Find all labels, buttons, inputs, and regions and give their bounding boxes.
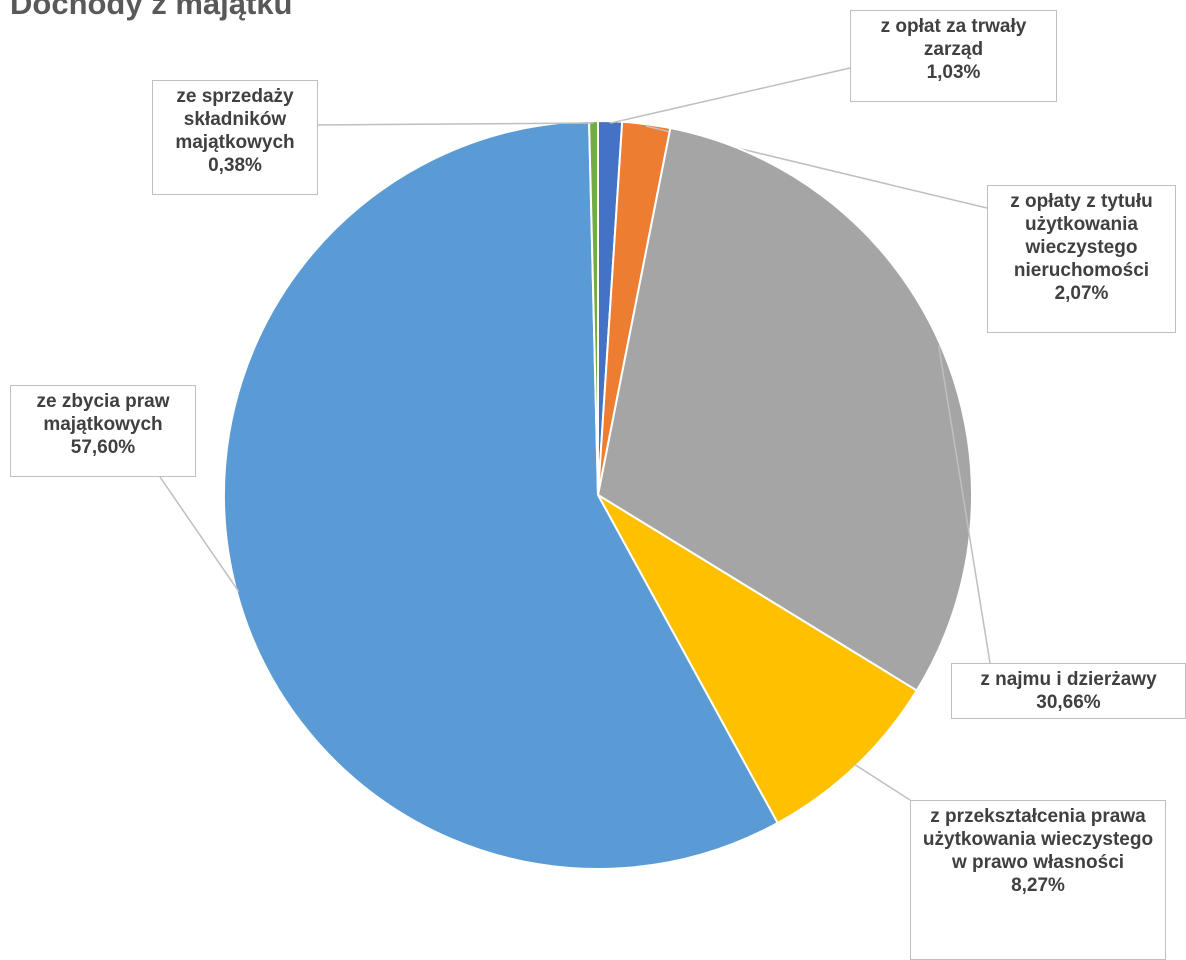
value-label: 1,03% bbox=[926, 62, 981, 83]
leader-line bbox=[854, 763, 911, 801]
category-label: z opłaty z tytułu użytkowania wieczysteg… bbox=[1010, 191, 1153, 281]
data-label: z opłaty z tytułu użytkowania wieczysteg… bbox=[987, 185, 1176, 333]
data-label: z najmu i dzierżawy 30,66% bbox=[951, 663, 1186, 719]
data-label: z przekształcenia prawa użytkowania wiec… bbox=[910, 800, 1166, 960]
leader-line bbox=[937, 345, 991, 664]
category-label: z najmu i dzierżawy bbox=[980, 669, 1157, 690]
leader-line bbox=[159, 476, 240, 592]
value-label: 8,27% bbox=[1011, 875, 1065, 896]
data-label: ze zbycia praw majątkowych 57,60% bbox=[10, 385, 196, 477]
value-label: 30,66% bbox=[1036, 692, 1101, 713]
leader-line bbox=[609, 67, 851, 124]
category-label: ze sprzedaży składników majątkowych bbox=[175, 86, 295, 153]
data-label: ze sprzedaży składników majątkowych 0,38% bbox=[152, 80, 318, 195]
pie-slice bbox=[223, 120, 780, 870]
pie-slice bbox=[588, 119, 599, 496]
pie-slice bbox=[596, 126, 973, 692]
value-label: 0,38% bbox=[208, 155, 262, 176]
category-label: z opłat za trwały zarząd bbox=[880, 16, 1027, 60]
leader-line bbox=[317, 122, 594, 126]
data-label: z opłat za trwały zarząd 1,03% bbox=[850, 10, 1057, 102]
chart-title: Dochody z majątku bbox=[10, 0, 293, 21]
category-label: ze zbycia praw majątkowych bbox=[36, 391, 170, 435]
value-label: 57,60% bbox=[70, 437, 136, 458]
value-label: 2,07% bbox=[1054, 283, 1109, 304]
category-label: z przekształcenia prawa użytkowania wiec… bbox=[922, 806, 1154, 873]
